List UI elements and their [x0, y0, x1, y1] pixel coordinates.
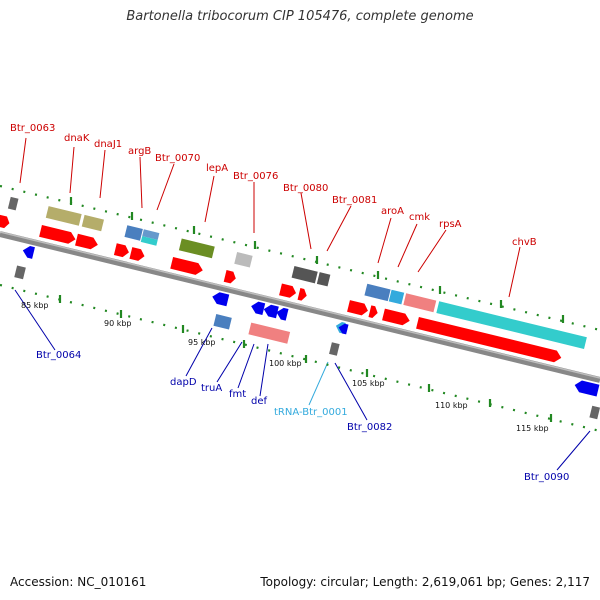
leader-line — [69, 146, 75, 194]
leader-line — [300, 192, 312, 250]
gene-box — [45, 206, 82, 226]
cds-arrow — [39, 225, 76, 244]
cds-arrow — [129, 247, 145, 261]
gene-box — [178, 238, 215, 259]
gene-label[interactable]: dnaJ1 — [94, 139, 122, 150]
genome-backbone-highlight — [0, 231, 600, 379]
leader-line — [204, 175, 215, 223]
map-title: Bartonella tribocorum CIP 105476, comple… — [126, 9, 474, 24]
gene-box — [403, 293, 437, 313]
gene-label[interactable]: tRNA-Btr_0001 — [274, 407, 348, 418]
cds-arrow — [574, 380, 600, 397]
gene-box — [329, 342, 340, 356]
gene-box — [364, 283, 391, 302]
gene-label[interactable]: fmt — [229, 389, 246, 400]
leader-line — [417, 229, 447, 273]
scale-label: 105 kbp — [352, 379, 385, 388]
gene-label[interactable]: Btr_0070 — [155, 153, 200, 164]
gene-box — [124, 225, 143, 241]
cds-arrow — [263, 304, 279, 319]
gene-label[interactable]: Btr_0082 — [347, 422, 392, 433]
gene-label[interactable]: Btr_0064 — [36, 350, 81, 361]
gene-box — [7, 196, 19, 211]
forward-gene-track — [7, 196, 587, 349]
leader-line — [397, 223, 418, 268]
gene-label[interactable]: argB — [128, 146, 151, 157]
cds-arrow — [279, 283, 297, 298]
cds-arrow — [223, 270, 236, 284]
cds-arrow — [347, 300, 368, 316]
leader-line — [237, 343, 255, 389]
reverse-cds-track — [22, 246, 600, 397]
leader-line — [259, 343, 269, 397]
genome-summary: Topology: circular; Length: 2,619,061 bp… — [260, 575, 590, 589]
cds-arrow — [22, 246, 35, 259]
gene-box — [316, 272, 331, 287]
genome-backbone — [0, 231, 600, 383]
cds-arrow — [382, 308, 410, 326]
gene-box — [140, 236, 158, 246]
leader-line — [139, 156, 143, 209]
leader-line — [99, 149, 106, 199]
leader-line — [216, 341, 243, 383]
cds-arrow — [338, 323, 349, 335]
gene-box — [234, 252, 253, 268]
leader-line — [377, 217, 392, 264]
gene-label[interactable]: chvB — [512, 237, 537, 248]
scale-label: 100 kbp — [269, 359, 302, 368]
gene-box — [213, 314, 232, 330]
gene-label[interactable]: aroA — [381, 206, 404, 217]
leader-line — [19, 137, 27, 184]
gene-box — [81, 214, 105, 232]
gene-box — [248, 322, 291, 344]
cds-arrow — [297, 288, 307, 301]
gene-label[interactable]: rpsA — [439, 219, 462, 230]
scale-label: 110 kbp — [435, 401, 468, 410]
leader-line — [326, 205, 352, 252]
gene-label[interactable]: dapD — [170, 377, 197, 388]
accession-label: Accession: NC_010161 — [10, 575, 147, 589]
reverse-gene-track — [14, 265, 600, 420]
gene-box — [14, 265, 26, 280]
scale-label: 115 kbp — [516, 424, 549, 433]
cds-arrow — [212, 292, 230, 307]
leader-line — [14, 289, 56, 351]
gene-label[interactable]: dnaK — [64, 133, 90, 144]
gene-box — [388, 289, 405, 305]
leader-line — [156, 163, 175, 211]
cds-arrow — [170, 257, 203, 275]
gene-label[interactable]: truA — [201, 383, 222, 394]
gene-label[interactable]: Btr_0076 — [233, 171, 278, 182]
gene-label[interactable]: def — [251, 396, 268, 407]
cds-arrow — [113, 243, 129, 258]
leader-line — [556, 430, 591, 471]
cds-arrow — [416, 316, 562, 363]
gene-box — [291, 266, 318, 284]
gene-label[interactable]: Btr_0080 — [283, 183, 328, 194]
gene-label[interactable]: Btr_0081 — [332, 195, 377, 206]
cds-arrow — [368, 305, 378, 318]
cds-arrow — [75, 233, 98, 250]
gene-label[interactable]: cmk — [409, 212, 430, 223]
cds-arrow — [251, 301, 266, 315]
gene-label[interactable]: Btr_0090 — [524, 472, 569, 483]
gene-box — [589, 405, 600, 420]
scale-label: 95 kbp — [188, 338, 216, 347]
gene-label[interactable]: lepA — [206, 163, 228, 174]
forward-cds-track — [0, 214, 562, 363]
leader-line — [185, 327, 213, 377]
leader-line — [308, 361, 329, 406]
leader-line — [334, 362, 368, 421]
cds-arrow — [0, 214, 10, 229]
cds-arrow — [276, 307, 289, 321]
gene-box — [142, 229, 160, 240]
gene-label[interactable]: Btr_0063 — [10, 123, 55, 134]
scale-label: 90 kbp — [104, 319, 132, 328]
gene-box — [436, 301, 587, 349]
leader-line — [508, 246, 521, 298]
scale-label: 85 kbp — [21, 301, 49, 310]
